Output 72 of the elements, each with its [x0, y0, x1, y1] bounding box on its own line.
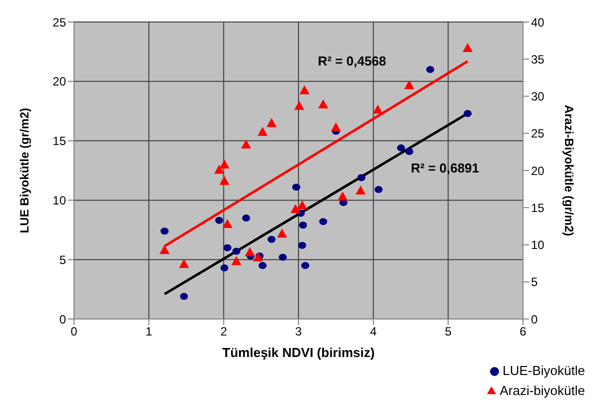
- point: [404, 80, 414, 90]
- point: [292, 184, 300, 191]
- point: [405, 148, 414, 155]
- point: [357, 174, 366, 182]
- y-tick-label: 5: [59, 252, 66, 267]
- point: [231, 256, 242, 266]
- point: [298, 222, 307, 229]
- y-tick-label: 15: [52, 134, 66, 148]
- x-tick-label: 6: [520, 324, 527, 339]
- point: [219, 160, 230, 169]
- point: [277, 228, 288, 238]
- point: [258, 262, 267, 270]
- y-tick-label: 0: [59, 312, 66, 326]
- point: [374, 186, 383, 194]
- x-tick-label: 0: [70, 324, 78, 339]
- point: [356, 186, 366, 195]
- point: [301, 262, 310, 270]
- point: [223, 244, 232, 252]
- x-tick-label: 4: [370, 324, 377, 339]
- y2-tick-label: 15: [531, 200, 545, 215]
- y-tick-label: 20: [52, 74, 66, 89]
- point: [244, 247, 255, 256]
- x-tick-label: 1: [145, 324, 152, 339]
- point: [160, 244, 170, 254]
- point: [266, 118, 277, 127]
- point: [294, 100, 304, 110]
- point: [222, 218, 232, 228]
- point: [258, 126, 268, 136]
- point: [215, 216, 224, 224]
- y2-tick-label: 10: [531, 238, 545, 252]
- x-tick-label: 2: [220, 324, 228, 339]
- y2-tick-label: 0: [531, 312, 538, 326]
- point: [299, 85, 310, 94]
- legend-label: LUE-Biyokütle: [502, 363, 585, 378]
- point: [219, 176, 230, 185]
- point: [462, 42, 473, 52]
- point: [298, 242, 306, 249]
- point: [241, 140, 252, 149]
- point: [397, 144, 406, 152]
- x-tick-label: 3: [295, 324, 302, 339]
- point: [372, 104, 383, 114]
- y2-tick-label: 40: [531, 15, 545, 30]
- point: [220, 264, 228, 272]
- y2-tick-label: 20: [531, 164, 545, 178]
- point: [160, 228, 169, 235]
- y2-tick-label: 5: [531, 275, 538, 290]
- point: [242, 214, 250, 222]
- point: [290, 204, 301, 214]
- y2-tick-label: 25: [531, 126, 545, 141]
- point: [278, 254, 287, 261]
- point: [179, 259, 190, 268]
- point: [180, 292, 188, 300]
- y-tick-label: 10: [52, 193, 66, 208]
- point: [330, 122, 341, 132]
- point: [318, 99, 328, 108]
- point: [214, 164, 224, 174]
- legend-label: Arazi-biyokütle: [500, 383, 585, 398]
- x-tick-label: 5: [444, 324, 452, 339]
- y2-tick-label: 35: [531, 52, 545, 66]
- y-axis-title: LUE Biyokütle (gr/m2): [17, 108, 32, 234]
- point: [319, 218, 328, 226]
- point: [297, 200, 308, 210]
- point: [232, 248, 240, 255]
- y2-axis-title: Arazi-Biyokütle (gr/m2): [562, 104, 576, 236]
- point: [426, 66, 434, 74]
- x-axis-title: Tümleşik NDVI (birimsiz): [222, 345, 375, 360]
- point: [464, 110, 472, 117]
- point: [268, 236, 276, 243]
- y2-tick-label: 30: [531, 90, 545, 104]
- point: [338, 191, 348, 200]
- point: [253, 252, 264, 262]
- y-tick-label: 25: [52, 15, 66, 30]
